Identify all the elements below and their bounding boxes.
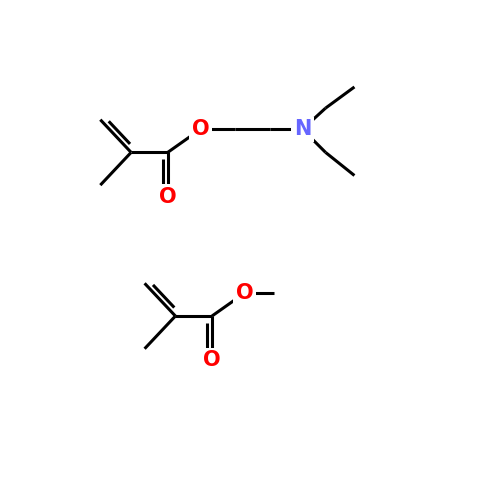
Text: O: O	[203, 350, 221, 370]
Text: O: O	[192, 120, 209, 140]
Text: N: N	[294, 120, 311, 140]
Text: O: O	[236, 283, 254, 303]
Text: O: O	[159, 186, 176, 206]
